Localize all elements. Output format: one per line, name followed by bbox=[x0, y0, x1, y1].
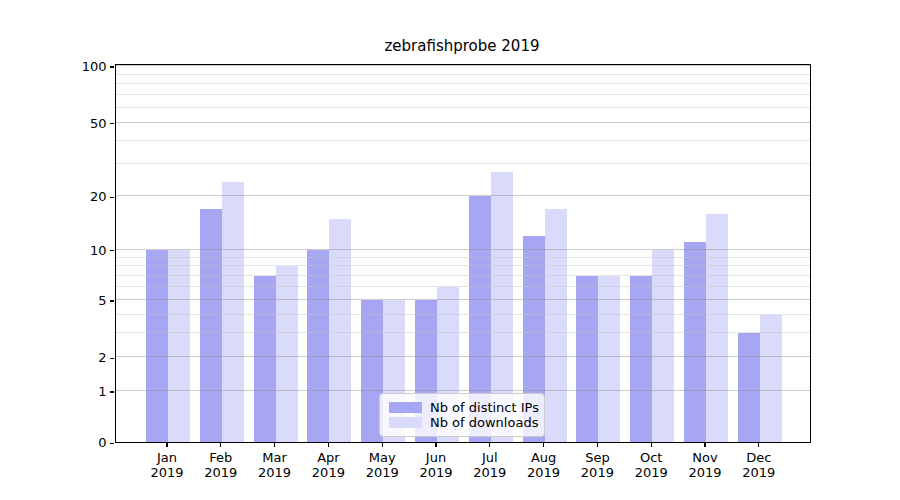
x-tick-label: Oct2019 bbox=[621, 450, 681, 480]
gridline-minor bbox=[116, 314, 810, 315]
bar-distinct-ips bbox=[307, 250, 329, 442]
gridline-minor bbox=[116, 265, 810, 266]
x-tick-label: Dec2019 bbox=[729, 450, 789, 480]
bar-distinct-ips bbox=[254, 276, 276, 442]
y-tick-mark bbox=[110, 250, 114, 251]
x-tick-mark bbox=[489, 443, 490, 447]
y-tick-mark bbox=[110, 123, 114, 124]
legend-label-downloads: Nb of downloads bbox=[430, 415, 538, 430]
legend-row-downloads: Nb of downloads bbox=[389, 415, 534, 430]
y-tick-label: 100 bbox=[47, 60, 107, 74]
gridline-minor bbox=[116, 140, 810, 141]
bar-downloads bbox=[598, 276, 620, 442]
chart-title: zebrafishprobe 2019 bbox=[114, 37, 810, 55]
legend-swatch-distinct-ips bbox=[389, 402, 422, 413]
bar-distinct-ips bbox=[200, 209, 222, 442]
gridline-major bbox=[116, 356, 810, 357]
x-tick-label: Jul2019 bbox=[460, 450, 520, 480]
x-tick-label: Apr2019 bbox=[298, 450, 358, 480]
x-tick-mark bbox=[651, 443, 652, 447]
y-tick-mark bbox=[110, 66, 114, 67]
bar-distinct-ips bbox=[630, 276, 652, 442]
y-tick-mark bbox=[110, 443, 114, 444]
x-tick-label: Aug2019 bbox=[514, 450, 574, 480]
gridline-minor bbox=[116, 107, 810, 108]
figure: zebrafishprobe 2019 1005020105210Jan2019… bbox=[0, 0, 900, 500]
legend: Nb of distinct IPs Nb of downloads bbox=[379, 393, 545, 437]
y-tick-label: 2 bbox=[47, 351, 107, 365]
legend-label-distinct-ips: Nb of distinct IPs bbox=[430, 400, 539, 415]
y-tick-label: 0 bbox=[47, 436, 107, 450]
bar-downloads bbox=[168, 250, 190, 442]
y-tick-label: 20 bbox=[47, 190, 107, 204]
x-tick-label: Feb2019 bbox=[191, 450, 251, 480]
bar-downloads bbox=[760, 315, 782, 442]
x-tick-mark bbox=[435, 443, 436, 447]
gridline-minor bbox=[116, 286, 810, 287]
x-tick-label: May2019 bbox=[352, 450, 412, 480]
x-tick-mark bbox=[597, 443, 598, 447]
gridline-major bbox=[116, 390, 810, 391]
x-tick-mark bbox=[328, 443, 329, 447]
x-tick-label: Jan2019 bbox=[137, 450, 197, 480]
gridline-minor bbox=[116, 83, 810, 84]
x-tick-label: Sep2019 bbox=[567, 450, 627, 480]
x-tick-mark bbox=[704, 443, 705, 447]
bar-distinct-ips bbox=[738, 333, 760, 442]
x-tick-mark bbox=[543, 443, 544, 447]
gridline-major bbox=[116, 195, 810, 196]
x-tick-mark bbox=[758, 443, 759, 447]
x-tick-label: Mar2019 bbox=[245, 450, 305, 480]
y-tick-mark bbox=[110, 197, 114, 198]
bar-downloads bbox=[276, 266, 298, 442]
gridline-minor bbox=[116, 257, 810, 258]
gridline-minor bbox=[116, 94, 810, 95]
y-tick-label: 50 bbox=[47, 117, 107, 131]
gridline-minor bbox=[116, 332, 810, 333]
bar-downloads bbox=[652, 250, 674, 442]
plot-area bbox=[115, 64, 811, 443]
gridline-minor bbox=[116, 275, 810, 276]
x-tick-mark bbox=[382, 443, 383, 447]
bar-downloads bbox=[545, 209, 567, 442]
x-tick-label: Nov2019 bbox=[675, 450, 735, 480]
gridline-major bbox=[116, 65, 810, 66]
gridline-minor bbox=[116, 74, 810, 75]
y-tick-label: 5 bbox=[47, 294, 107, 308]
y-tick-label: 1 bbox=[47, 385, 107, 399]
gridline-minor bbox=[116, 163, 810, 164]
bar-distinct-ips bbox=[146, 250, 168, 442]
bar-downloads bbox=[222, 182, 244, 442]
y-tick-mark bbox=[110, 358, 114, 359]
x-tick-mark bbox=[220, 443, 221, 447]
bar-distinct-ips bbox=[684, 242, 706, 442]
y-tick-mark bbox=[110, 391, 114, 392]
legend-swatch-downloads bbox=[389, 417, 422, 428]
y-tick-label: 10 bbox=[47, 244, 107, 258]
y-tick-mark bbox=[110, 300, 114, 301]
bar-downloads bbox=[329, 219, 351, 442]
gridline-major bbox=[116, 299, 810, 300]
gridline-major bbox=[116, 122, 810, 123]
x-tick-mark bbox=[274, 443, 275, 447]
legend-row-distinct-ips: Nb of distinct IPs bbox=[389, 400, 534, 415]
gridline-major bbox=[116, 249, 810, 250]
x-tick-label: Jun2019 bbox=[406, 450, 466, 480]
bar-distinct-ips bbox=[576, 276, 598, 442]
x-tick-mark bbox=[166, 443, 167, 447]
